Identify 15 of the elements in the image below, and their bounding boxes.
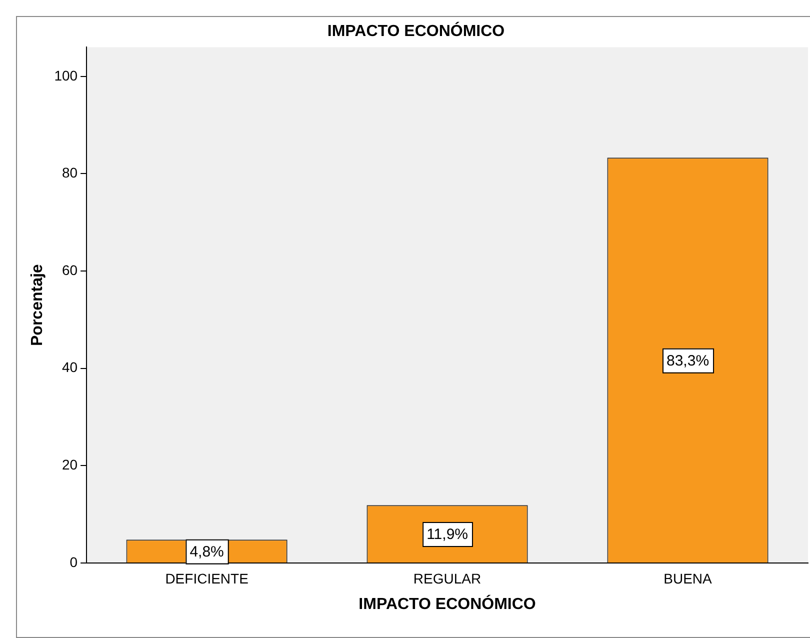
data-label: 11,9%	[426, 526, 468, 544]
x-tick-label: REGULAR	[413, 570, 482, 586]
data-label: 83,3%	[666, 352, 710, 370]
x-tick-label: DEFICIENTE	[165, 570, 248, 586]
data-label: 4,8%	[190, 543, 224, 560]
x-tick-label: BUENA	[664, 570, 713, 586]
y-tick-label: 0	[70, 554, 78, 570]
y-axis-title: Porcentaje	[29, 264, 46, 346]
y-tick-label: 60	[62, 262, 78, 278]
y-tick-label: 100	[54, 67, 78, 84]
y-tick-label: 40	[62, 359, 78, 376]
x-axis-title: IMPACTO ECONÓMICO	[358, 594, 536, 613]
y-tick-label: 80	[62, 164, 78, 181]
chart-title: IMPACTO ECONÓMICO	[327, 21, 505, 40]
y-tick-label: 20	[62, 456, 78, 473]
